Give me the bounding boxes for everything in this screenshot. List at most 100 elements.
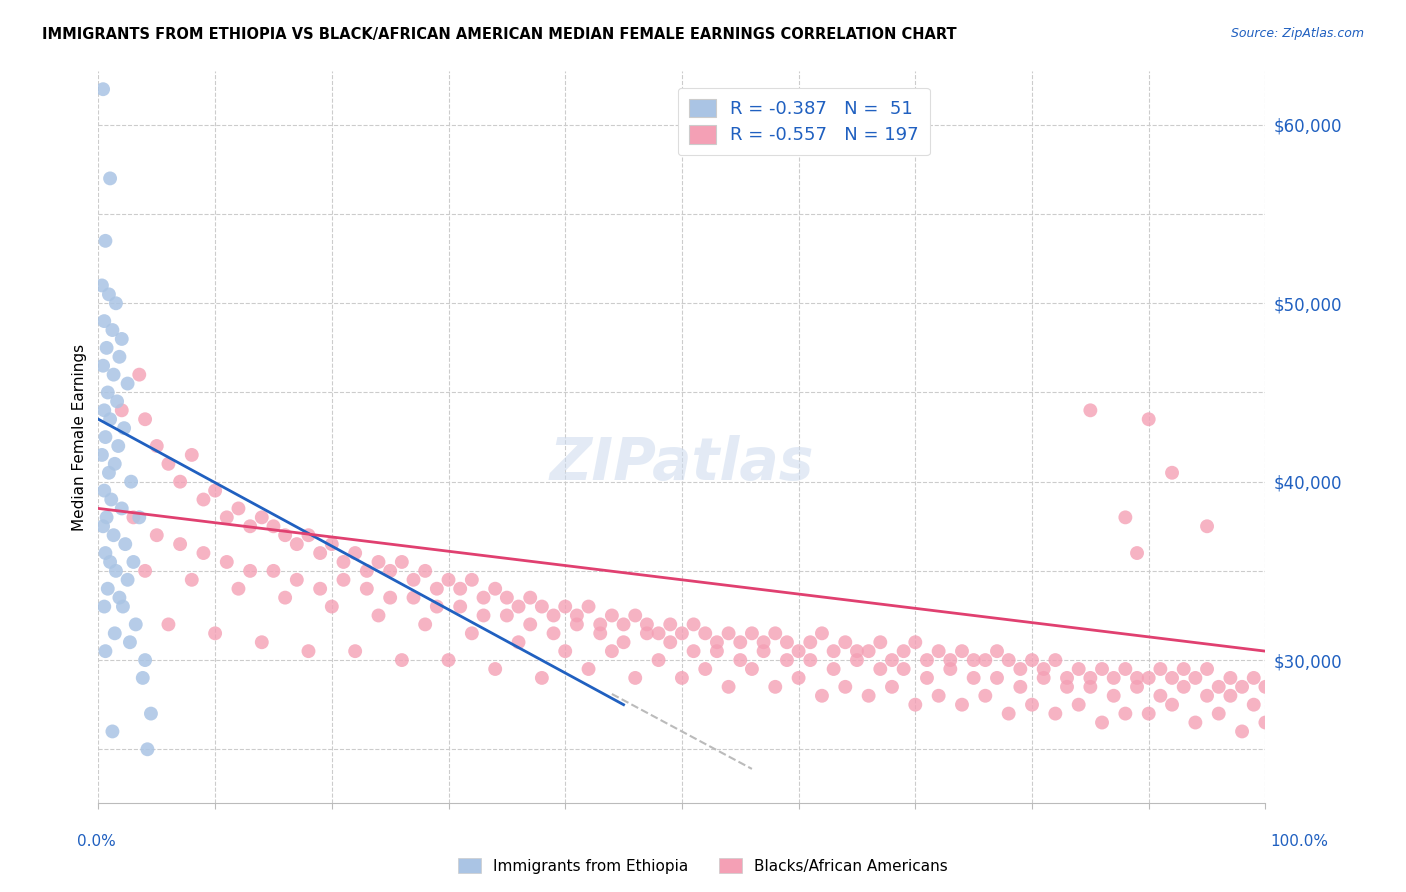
Point <box>285 573 308 587</box>
Point <box>1149 662 1171 676</box>
Point <box>1102 671 1125 685</box>
Point <box>134 653 156 667</box>
Point <box>543 608 565 623</box>
Point <box>484 662 506 676</box>
Point <box>111 599 134 614</box>
Point <box>519 617 541 632</box>
Point <box>104 457 127 471</box>
Legend: R = -0.387   N =  51, R = -0.557   N = 197: R = -0.387 N = 51, R = -0.557 N = 197 <box>678 87 929 155</box>
Point <box>103 528 125 542</box>
Point <box>472 608 495 623</box>
Point <box>1208 706 1230 721</box>
Point <box>787 644 810 658</box>
Point <box>939 653 962 667</box>
Point <box>94 234 117 248</box>
Point <box>157 457 180 471</box>
Point <box>309 582 332 596</box>
Point <box>554 599 576 614</box>
Point <box>94 430 117 444</box>
Point <box>950 644 973 658</box>
Point <box>915 653 938 667</box>
Point <box>1243 698 1265 712</box>
Point <box>659 617 682 632</box>
Point <box>1173 662 1195 676</box>
Point <box>706 644 728 658</box>
Point <box>1137 671 1160 685</box>
Point <box>274 591 297 605</box>
Point <box>1137 706 1160 721</box>
Point <box>1114 706 1136 721</box>
Point <box>122 555 145 569</box>
Point <box>752 644 775 658</box>
Text: 0.0%: 0.0% <box>77 834 117 849</box>
Point <box>437 653 460 667</box>
Point <box>730 635 752 649</box>
Point <box>578 662 600 676</box>
Point <box>104 296 127 310</box>
Point <box>671 671 693 685</box>
Point <box>93 403 115 417</box>
Point <box>122 510 145 524</box>
Point <box>367 555 389 569</box>
Point <box>426 599 449 614</box>
Point <box>100 492 122 507</box>
Point <box>858 644 880 658</box>
Point <box>997 706 1019 721</box>
Point <box>117 573 139 587</box>
Point <box>96 341 118 355</box>
Point <box>1184 671 1206 685</box>
Point <box>93 599 115 614</box>
Point <box>128 510 150 524</box>
Point <box>659 635 682 649</box>
Point <box>986 644 1008 658</box>
Point <box>1197 662 1219 676</box>
Point <box>344 644 367 658</box>
Point <box>1161 671 1184 685</box>
Point <box>565 617 588 632</box>
Point <box>97 385 120 400</box>
Point <box>554 644 576 658</box>
Point <box>904 698 927 712</box>
Point <box>380 591 402 605</box>
Point <box>413 617 436 632</box>
Point <box>204 626 226 640</box>
Point <box>834 635 856 649</box>
Point <box>472 591 495 605</box>
Point <box>461 626 484 640</box>
Point <box>274 528 297 542</box>
Point <box>356 564 378 578</box>
Point <box>962 671 984 685</box>
Point <box>799 635 821 649</box>
Point <box>589 617 612 632</box>
Point <box>647 626 669 640</box>
Point <box>904 635 927 649</box>
Point <box>1137 412 1160 426</box>
Point <box>600 608 623 623</box>
Point <box>426 582 449 596</box>
Point <box>624 671 647 685</box>
Point <box>169 537 191 551</box>
Point <box>1032 671 1054 685</box>
Point <box>741 626 763 640</box>
Point <box>776 653 799 667</box>
Point <box>846 653 869 667</box>
Point <box>682 617 704 632</box>
Point <box>437 573 460 587</box>
Point <box>717 680 740 694</box>
Point <box>671 626 693 640</box>
Point <box>91 519 114 533</box>
Point <box>98 555 121 569</box>
Point <box>682 644 704 658</box>
Point <box>530 671 553 685</box>
Y-axis label: Median Female Earnings: Median Female Earnings <box>72 343 87 531</box>
Point <box>823 662 845 676</box>
Point <box>741 662 763 676</box>
Point <box>108 350 131 364</box>
Point <box>811 689 834 703</box>
Point <box>508 599 530 614</box>
Text: IMMIGRANTS FROM ETHIOPIA VS BLACK/AFRICAN AMERICAN MEDIAN FEMALE EARNINGS CORREL: IMMIGRANTS FROM ETHIOPIA VS BLACK/AFRICA… <box>42 27 957 42</box>
Point <box>1173 680 1195 694</box>
Point <box>321 537 343 551</box>
Point <box>1254 715 1277 730</box>
Point <box>239 519 262 533</box>
